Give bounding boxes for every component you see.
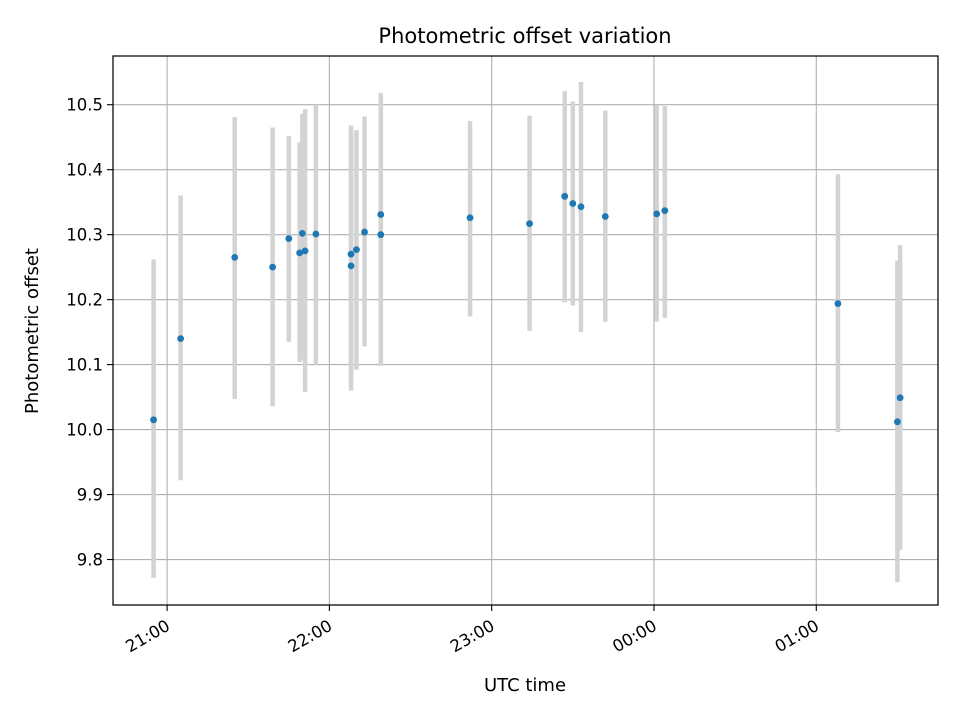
grid	[113, 56, 938, 605]
y-tick-label: 10.1	[66, 356, 103, 375]
error-bars	[151, 81, 903, 583]
chart-title: Photometric offset variation	[378, 24, 671, 48]
data-point	[577, 203, 585, 211]
data-point	[347, 262, 355, 270]
x-tick-label: 23:00	[447, 616, 498, 656]
data-point	[312, 230, 320, 238]
x-axis-label: UTC time	[484, 675, 566, 696]
data-point	[569, 200, 577, 207]
data-point	[377, 211, 385, 218]
y-tick-label: 10.5	[66, 96, 103, 115]
data-point	[361, 228, 368, 236]
data-point	[561, 192, 569, 200]
y-tick-label: 10.3	[66, 226, 103, 245]
data-point	[601, 213, 609, 220]
y-tick-label: 9.9	[77, 486, 103, 505]
x-axis-ticks: 21:00 22:00 23:00 00:00 01:00	[122, 605, 822, 656]
data-point	[896, 394, 904, 402]
data-point	[353, 246, 360, 254]
data-point	[834, 300, 842, 307]
data-point	[231, 254, 239, 261]
data-point	[298, 229, 306, 237]
data-point	[296, 249, 304, 257]
data-point	[150, 416, 157, 424]
x-tick-label: 00:00	[609, 616, 660, 656]
data-point	[894, 418, 901, 426]
data-point	[347, 250, 355, 258]
data-point	[526, 220, 533, 228]
data-points	[150, 192, 904, 426]
data-point	[285, 235, 293, 242]
data-point	[466, 214, 474, 222]
data-point	[661, 207, 669, 215]
x-tick-label: 22:00	[285, 616, 336, 656]
plot-frame	[112, 55, 939, 606]
y-axis-label: Photometric offset	[22, 248, 43, 414]
data-point	[653, 210, 661, 218]
x-tick-label: 01:00	[772, 616, 823, 656]
x-tick-label: 21:00	[122, 616, 173, 656]
y-tick-label: 10.0	[66, 421, 103, 440]
y-tick-label: 10.2	[66, 291, 103, 310]
y-tick-label: 9.8	[77, 551, 103, 570]
data-point	[177, 335, 185, 343]
data-point	[301, 247, 309, 255]
y-axis-ticks: 9.8 9.9 10.0 10.1 10.2 10.3 10.4 10.5	[66, 96, 113, 570]
data-point	[269, 263, 276, 271]
data-point	[377, 231, 385, 239]
y-tick-label: 10.4	[66, 161, 103, 180]
